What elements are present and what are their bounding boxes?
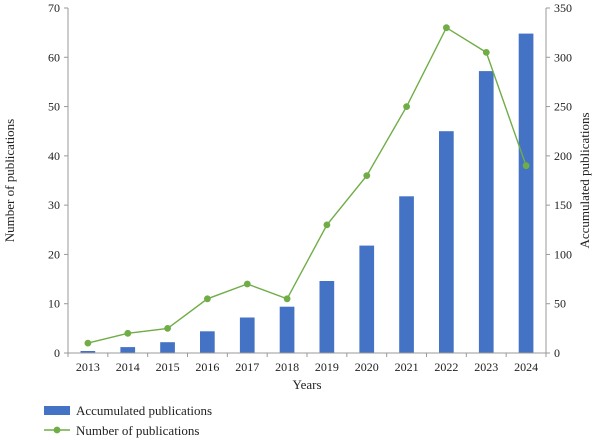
bar-accumulated-2024 [518,33,534,353]
x-tick-label: 2017 [235,360,259,374]
point-number-2024 [522,162,530,170]
y-tick-label: 20 [48,247,60,261]
bar-accumulated-2019 [319,281,335,353]
x-tick-label: 2019 [315,360,339,374]
y2-tick-label: 350 [554,1,572,15]
y2-tick-label: 150 [554,198,572,212]
bar-accumulated-2016 [200,331,215,353]
y2-tick-label: 200 [554,149,572,163]
bar-accumulated-2022 [439,131,454,353]
bar-accumulated-2023 [478,71,494,353]
point-number-2023 [482,49,490,56]
point-number-2014 [124,329,132,337]
x-tick-label: 2020 [355,360,379,374]
y-tick-label: 40 [48,149,60,163]
y2-tick-label: 250 [554,100,572,114]
point-number-2019 [323,221,331,229]
y2-tick-label: 50 [554,297,566,311]
point-number-2021 [403,103,410,110]
bar-accumulated-2021 [399,196,414,353]
point-number-2013 [84,339,92,347]
legend-swatch-number-marker [53,426,61,434]
y-tick-label: 50 [48,100,60,114]
point-number-2015 [164,325,172,332]
legend-label-accumulated: Accumulated publications [76,403,212,418]
x-tick-label: 2018 [275,360,299,374]
y2-tick-label: 0 [554,346,560,360]
x-tick-label: 2013 [76,360,100,374]
legend-label-number: Number of publications [76,423,199,438]
bar-accumulated-2014 [120,347,136,353]
x-tick-label: 2023 [474,360,498,374]
y-axis-title: Number of publications [2,119,17,242]
x-tick-label: 2022 [434,360,458,374]
point-number-2016 [204,295,211,303]
point-number-2022 [443,24,450,32]
bar-accumulated-2020 [359,245,375,353]
bar-accumulated-2015 [160,342,175,353]
bar-accumulated-2013 [80,351,96,353]
bar-accumulated-2018 [279,306,295,353]
axes: 0 10 20 30 40 50 60 70 0 50 100 150 200 250 300 350 2013… [48,1,572,374]
y2-axis-title: Accumulated publications [577,112,592,248]
x-tick-label: 2021 [395,360,419,374]
x-tick-label: 2015 [156,360,180,374]
line-number-of-publications [87,26,527,344]
y-tick-label: 30 [48,198,60,212]
y2-tick-label: 300 [554,50,572,64]
point-number-2018 [283,295,291,303]
y-tick-label: 10 [48,297,60,311]
y-tick-label: 0 [54,346,60,360]
x-axis-title: Years [292,377,321,392]
point-number-2020 [363,172,371,180]
x-tick-label: 2024 [514,360,538,374]
point-number-2017 [243,280,251,288]
x-tick-label: 2014 [116,360,140,374]
legend-swatch-accumulated [44,406,70,415]
y2-tick-label: 100 [554,247,572,261]
y-tick-label: 60 [48,50,60,64]
y-tick-label: 70 [48,1,60,15]
plot-area [80,24,534,353]
x-tick-label: 2016 [195,360,219,374]
bar-accumulated-2017 [239,317,255,353]
legend: Accumulated publications Number of publi… [44,403,212,438]
